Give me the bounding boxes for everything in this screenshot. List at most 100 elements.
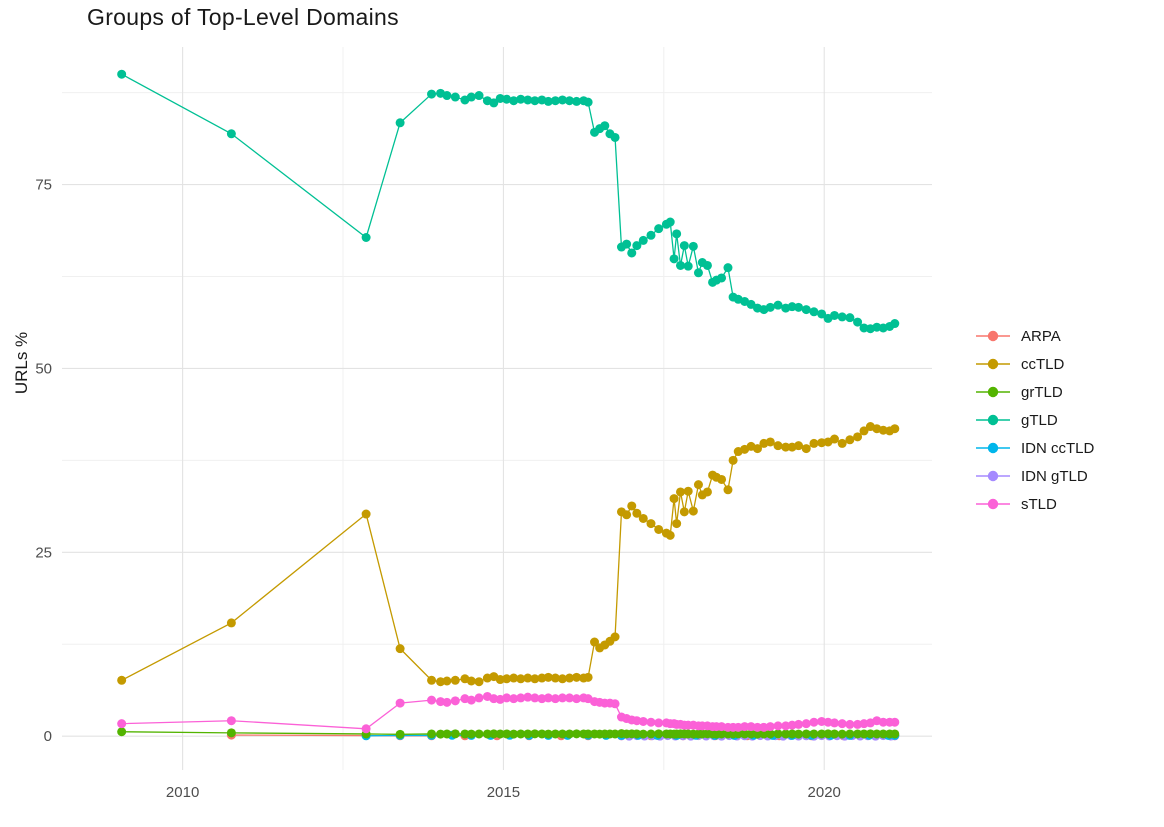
series-gTLD: [117, 69, 900, 334]
data-point: [474, 693, 484, 703]
data-point: [794, 441, 804, 451]
data-point: [638, 716, 648, 726]
data-point: [466, 92, 476, 102]
legend-key-icon: [976, 442, 1010, 454]
data-point: [646, 717, 656, 727]
data-point: [688, 506, 698, 516]
chart-title: Groups of Top-Level Domains: [87, 4, 399, 30]
data-point: [654, 224, 664, 234]
data-point: [543, 693, 553, 703]
data-point: [740, 729, 750, 739]
data-point: [516, 693, 526, 703]
data-point: [117, 675, 127, 685]
data-point: [646, 519, 656, 529]
data-point: [509, 694, 519, 704]
data-point: [565, 673, 574, 683]
data-point: [442, 697, 452, 707]
data-point: [572, 672, 582, 682]
data-point: [765, 722, 775, 732]
data-point: [853, 317, 863, 327]
data-point: [509, 96, 519, 106]
data-point: [683, 486, 693, 496]
data-point: [543, 96, 553, 106]
legend-item-IDN-gTLD: IDN gTLD: [975, 462, 1094, 490]
legend-item-gTLD: gTLD: [975, 406, 1094, 434]
legend-key-icon: [976, 386, 1010, 398]
data-point: [550, 673, 560, 683]
data-point: [702, 260, 712, 270]
legend-label: grTLD: [1021, 383, 1063, 401]
data-point: [572, 96, 582, 106]
legend-key-icon: [976, 358, 1010, 370]
data-point: [450, 92, 460, 102]
data-point: [679, 241, 689, 251]
data-point: [502, 729, 512, 739]
data-point: [436, 729, 446, 739]
data-point: [117, 727, 127, 737]
data-point: [361, 509, 371, 519]
data-point: [853, 432, 863, 442]
data-point: [509, 729, 519, 739]
series-sTLD: [117, 691, 900, 734]
data-point: [845, 435, 855, 445]
data-point: [474, 677, 484, 687]
data-point: [702, 487, 712, 497]
data-point: [395, 644, 405, 654]
data-point: [395, 698, 405, 708]
data-point: [226, 618, 236, 628]
data-point: [557, 729, 567, 739]
legend-item-ARPA: ARPA: [975, 322, 1094, 350]
data-point: [557, 693, 567, 703]
data-point: [781, 729, 791, 739]
data-point: [669, 254, 679, 264]
data-point: [395, 729, 405, 739]
data-point: [450, 696, 460, 706]
data-point: [530, 674, 540, 684]
data-point: [638, 235, 648, 245]
data-point: [717, 729, 727, 739]
data-point: [837, 729, 847, 739]
data-point: [837, 312, 847, 322]
data-point: [543, 672, 553, 682]
x-tick-label: 2010: [166, 784, 199, 801]
data-point: [829, 310, 839, 320]
data-point: [226, 129, 236, 139]
data-point: [765, 729, 775, 739]
data-point: [427, 675, 437, 685]
data-point: [565, 729, 574, 739]
legend-item-ccTLD: ccTLD: [975, 350, 1094, 378]
data-point: [474, 91, 484, 101]
data-point: [632, 241, 642, 251]
data-point: [550, 96, 560, 106]
data-point: [530, 729, 540, 739]
data-point: [646, 230, 656, 240]
data-point: [516, 94, 526, 104]
data-point: [627, 248, 637, 258]
data-point: [523, 95, 533, 105]
data-point: [675, 487, 685, 497]
data-point: [890, 424, 900, 434]
data-point: [550, 729, 560, 739]
data-point: [773, 441, 783, 451]
data-point: [361, 724, 371, 734]
data-point: [829, 434, 839, 444]
data-point: [466, 695, 476, 705]
data-point: [565, 96, 574, 106]
data-point: [801, 729, 811, 739]
data-point: [787, 729, 797, 739]
data-point: [817, 729, 827, 739]
data-point: [427, 695, 437, 705]
y-tick-label: 50: [35, 360, 52, 377]
data-point: [226, 716, 236, 726]
legend-key-point: [987, 330, 999, 342]
data-point: [516, 674, 526, 684]
data-point: [865, 729, 875, 739]
data-point: [890, 717, 900, 727]
data-point: [509, 673, 519, 683]
legend-key-icon: [976, 330, 1010, 342]
data-point: [495, 729, 505, 739]
data-point: [801, 305, 811, 315]
data-point: [773, 721, 783, 731]
legend: ARPA ccTLD grTLD gTLD IDN ccTLD IDN gTLD sTLD: [975, 322, 1094, 518]
